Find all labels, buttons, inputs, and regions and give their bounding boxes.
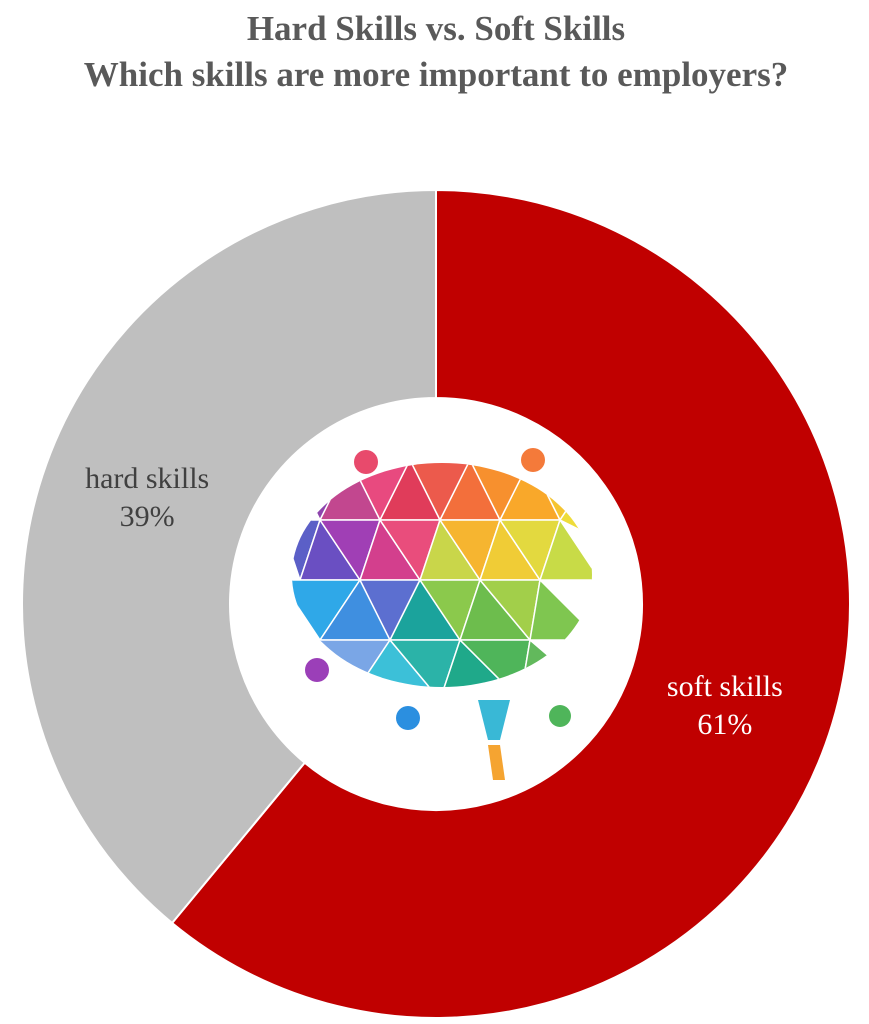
chart-title: Hard Skills vs. Soft Skills — [247, 9, 625, 48]
slice-label: soft skills — [667, 670, 783, 703]
brain-illustration — [292, 463, 592, 687]
icon — [305, 658, 329, 682]
brain-stem — [478, 700, 510, 740]
slice-label: hard skills — [85, 462, 209, 495]
donut-slice — [170, 188, 851, 1019]
donut-slice — [21, 188, 437, 925]
icon — [549, 705, 571, 727]
value-label: 39% — [120, 500, 175, 533]
donut — [21, 188, 851, 1019]
icon — [396, 706, 420, 730]
brain-stem — [488, 745, 505, 780]
chart-subtitle: Which skills are more important to emplo… — [84, 55, 788, 94]
icon — [521, 448, 545, 472]
icon — [354, 450, 378, 474]
value-label: 61% — [697, 708, 752, 741]
